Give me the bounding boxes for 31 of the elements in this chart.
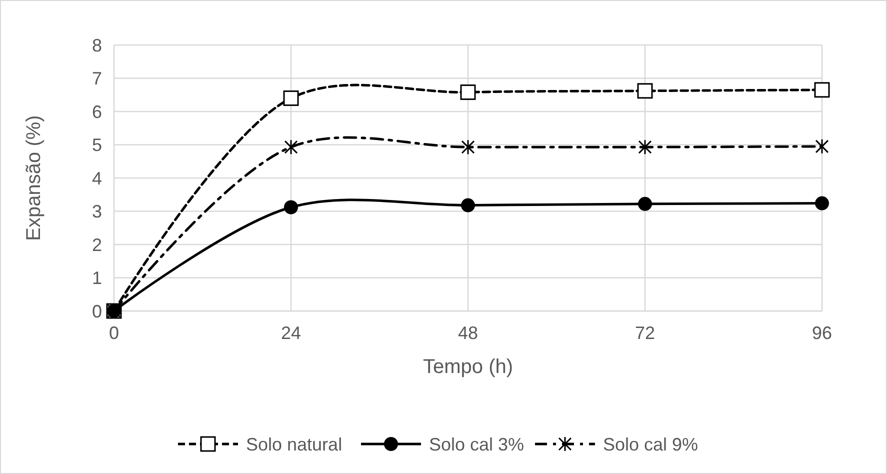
point — [283, 90, 299, 106]
point — [638, 139, 652, 155]
y-tick-label: 2 — [92, 234, 102, 255]
x-tick-label: 24 — [280, 323, 302, 343]
point — [461, 139, 475, 155]
legend-label: Solo cal 9% — [603, 434, 698, 454]
point — [814, 82, 830, 98]
y-tick-label: 7 — [92, 68, 102, 89]
point — [637, 83, 653, 99]
y-tick-label: 8 — [92, 35, 102, 56]
y-tick-label: 4 — [92, 168, 102, 188]
y-tick-label: 6 — [92, 102, 102, 122]
point — [284, 200, 298, 214]
y-tick-label: 0 — [92, 301, 102, 322]
x-axis-title: Tempo (h) — [422, 356, 514, 378]
x-tick-label: 96 — [812, 323, 832, 343]
y-tick-label: 3 — [92, 202, 102, 222]
point — [815, 138, 829, 154]
point — [461, 198, 475, 212]
point — [284, 139, 298, 155]
x-tick-label: 48 — [458, 323, 478, 343]
x-tick-label: 72 — [634, 323, 656, 343]
legend-label: Solo cal 3% — [429, 434, 524, 454]
y-tick-label: 5 — [92, 135, 102, 156]
point — [460, 84, 476, 100]
y-axis-title: Expansão (%) — [23, 115, 45, 241]
point — [638, 196, 652, 211]
y-tick-label: 1 — [92, 268, 102, 288]
legend-label: Solo natural — [246, 434, 342, 454]
point — [815, 196, 829, 210]
x-tick-label: 0 — [108, 323, 120, 343]
